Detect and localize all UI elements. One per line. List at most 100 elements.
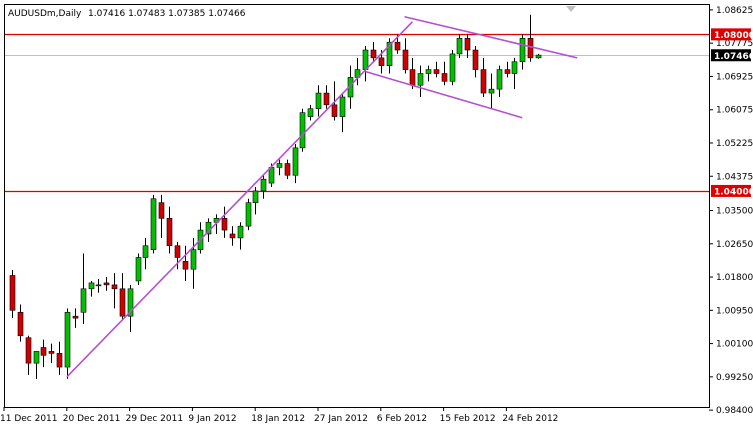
trendline[interactable]	[404, 15, 578, 59]
candle[interactable]	[182, 245, 189, 281]
candle-body	[25, 337, 32, 364]
candle[interactable]	[103, 277, 110, 291]
candle-body	[182, 261, 189, 270]
x-tick-label: 6 Feb 2012	[377, 414, 427, 424]
candle[interactable]	[315, 85, 322, 117]
candle-body	[496, 69, 503, 90]
candle[interactable]	[386, 38, 393, 74]
candle[interactable]	[72, 308, 79, 328]
candle[interactable]	[150, 194, 157, 254]
candle[interactable]	[229, 226, 236, 246]
candle[interactable]	[496, 65, 503, 97]
y-tick-label: 1.04375	[716, 172, 753, 182]
candle[interactable]	[425, 65, 432, 82]
candle-body	[519, 37, 526, 63]
y-tick-label: 1.06075	[716, 106, 753, 116]
candle[interactable]	[307, 104, 314, 121]
candle[interactable]	[252, 187, 259, 215]
candle[interactable]	[48, 343, 55, 364]
candle-body	[221, 218, 228, 231]
candle[interactable]	[80, 253, 87, 325]
candle[interactable]	[276, 159, 283, 176]
candle[interactable]	[119, 273, 126, 321]
y-tick-label: 1.07775	[716, 39, 753, 49]
candle[interactable]	[17, 304, 24, 342]
candle[interactable]	[95, 279, 102, 293]
candle[interactable]	[260, 175, 267, 199]
y-tick-label: 1.00950	[716, 306, 753, 316]
candle[interactable]	[166, 206, 173, 254]
candle[interactable]	[111, 273, 118, 309]
candle[interactable]	[433, 61, 440, 78]
candle-body	[417, 73, 424, 86]
trendline[interactable]	[365, 70, 523, 119]
level-tag-box	[711, 28, 751, 41]
candle-body	[456, 37, 463, 55]
candle[interactable]	[237, 222, 244, 250]
candle-body	[307, 108, 314, 117]
candle[interactable]	[472, 46, 479, 78]
candle-body	[72, 315, 79, 319]
x-tick-label: 18 Jan 2012	[251, 414, 305, 424]
trendline[interactable]	[66, 21, 413, 378]
candle[interactable]	[9, 269, 16, 319]
candle-body	[386, 41, 393, 66]
candle[interactable]	[221, 206, 228, 238]
candle[interactable]	[488, 73, 495, 109]
candle-body	[268, 167, 275, 184]
candle[interactable]	[402, 38, 409, 74]
candle-body	[119, 288, 126, 317]
candle[interactable]	[127, 284, 134, 332]
x-tick-label: 24 Feb 2012	[502, 414, 558, 424]
candle[interactable]	[158, 194, 165, 238]
candle[interactable]	[40, 339, 47, 368]
candle[interactable]	[535, 53, 542, 59]
candle[interactable]	[292, 143, 299, 184]
candle[interactable]	[25, 335, 32, 375]
candle-body	[111, 284, 118, 290]
candle-body	[9, 275, 16, 311]
candle[interactable]	[511, 57, 518, 90]
y-tick-label: 1.06925	[716, 72, 753, 82]
candle[interactable]	[464, 34, 471, 58]
candle[interactable]	[449, 50, 456, 86]
candle-body	[135, 257, 142, 282]
candle[interactable]	[441, 61, 448, 86]
candle-body	[127, 288, 134, 317]
candle[interactable]	[135, 253, 142, 285]
x-tick-label: 9 Jan 2012	[188, 414, 236, 424]
candle[interactable]	[64, 308, 71, 379]
candle-body	[64, 311, 71, 368]
candle[interactable]	[245, 198, 252, 231]
candle[interactable]	[174, 241, 181, 270]
candle-body	[229, 233, 236, 239]
candle[interactable]	[33, 351, 40, 379]
candle[interactable]	[323, 85, 330, 109]
y-tick-label: 1.01800	[716, 273, 753, 283]
candle[interactable]	[284, 159, 291, 180]
candle[interactable]	[142, 237, 149, 270]
x-tick-label: 11 Dec 2011	[0, 414, 58, 424]
chart-symbol: AUDUSDm,Daily	[8, 9, 82, 19]
candle[interactable]	[370, 42, 377, 62]
candle[interactable]	[504, 61, 511, 78]
candle-body	[103, 282, 110, 286]
candle[interactable]	[480, 57, 487, 97]
candle-body	[472, 49, 479, 70]
level-tag-label: 1.08000	[714, 31, 753, 41]
chart-shift-marker	[566, 6, 576, 12]
candle[interactable]	[456, 34, 463, 58]
candle-body	[402, 49, 409, 70]
candle[interactable]	[519, 34, 526, 70]
candle-body	[425, 69, 432, 74]
y-tick-label: 1.02650	[716, 240, 753, 250]
candle-body	[504, 69, 511, 74]
candle-body	[488, 88, 495, 94]
candle[interactable]	[417, 65, 424, 97]
candle[interactable]	[56, 341, 63, 375]
candle[interactable]	[299, 108, 306, 152]
candle[interactable]	[339, 93, 346, 133]
candle[interactable]	[88, 280, 95, 297]
candle-body	[237, 225, 244, 239]
